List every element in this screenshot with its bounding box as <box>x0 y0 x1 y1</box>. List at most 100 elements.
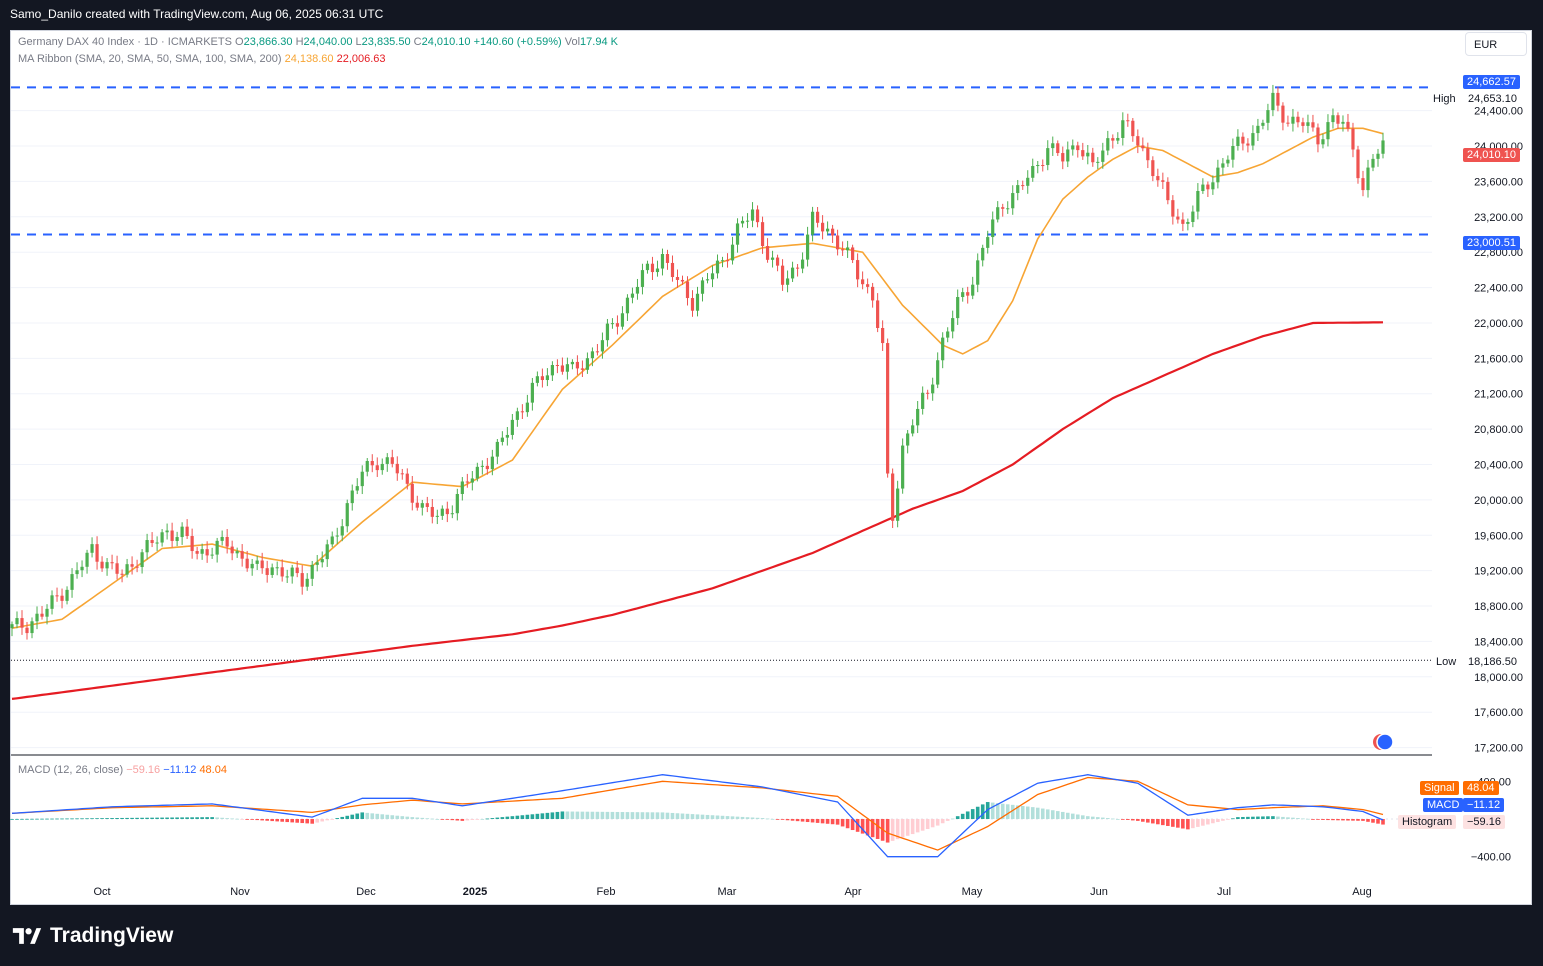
candle[interactable] <box>1096 157 1100 170</box>
candle[interactable] <box>981 244 985 267</box>
candle[interactable] <box>455 488 459 521</box>
candle[interactable] <box>680 275 685 285</box>
candle[interactable] <box>605 318 610 347</box>
candle[interactable] <box>675 269 680 288</box>
candle[interactable] <box>185 519 189 539</box>
candle[interactable] <box>200 543 204 560</box>
candle[interactable] <box>1111 134 1115 149</box>
candle[interactable] <box>1321 133 1325 149</box>
candle[interactable] <box>330 531 334 548</box>
chart-panel[interactable] <box>10 30 1532 905</box>
candle[interactable] <box>745 213 750 229</box>
candle[interactable] <box>1081 142 1085 160</box>
candle[interactable] <box>1346 113 1350 132</box>
candle[interactable] <box>785 270 790 293</box>
candle[interactable] <box>495 439 499 465</box>
candle[interactable] <box>906 430 910 454</box>
candle[interactable] <box>871 282 875 308</box>
candle[interactable] <box>30 617 34 639</box>
candle[interactable] <box>1216 159 1220 189</box>
candle[interactable] <box>650 256 655 280</box>
candle[interactable] <box>65 586 69 605</box>
candle[interactable] <box>951 310 955 339</box>
candle[interactable] <box>1361 170 1365 197</box>
candle[interactable] <box>881 320 885 352</box>
candle[interactable] <box>780 259 785 291</box>
events-icon[interactable] <box>1371 732 1401 752</box>
candle[interactable] <box>1121 112 1125 146</box>
candle[interactable] <box>1276 86 1280 112</box>
candle[interactable] <box>345 499 349 533</box>
candle[interactable] <box>911 419 915 437</box>
candle[interactable] <box>275 561 279 576</box>
candle[interactable] <box>180 522 184 545</box>
candle[interactable] <box>685 276 690 306</box>
candle[interactable] <box>750 202 755 228</box>
candle[interactable] <box>400 468 404 480</box>
candle[interactable] <box>1256 118 1260 142</box>
candle[interactable] <box>966 286 970 304</box>
candle[interactable] <box>1316 123 1320 153</box>
candle[interactable] <box>815 207 820 228</box>
candle[interactable] <box>620 306 625 330</box>
candle[interactable] <box>730 236 735 265</box>
candle[interactable] <box>120 569 124 583</box>
ma-fast-line[interactable] <box>11 127 1384 629</box>
candle[interactable] <box>1076 141 1080 158</box>
candle[interactable] <box>530 377 534 411</box>
candle[interactable] <box>20 610 24 635</box>
candle[interactable] <box>600 332 605 359</box>
candle[interactable] <box>1251 125 1255 151</box>
candle[interactable] <box>765 238 770 263</box>
candle[interactable] <box>1271 84 1275 117</box>
candle[interactable] <box>575 355 580 375</box>
signal-line[interactable] <box>11 776 1384 851</box>
candle[interactable] <box>265 560 269 583</box>
candle[interactable] <box>280 559 284 582</box>
candle[interactable] <box>1366 159 1370 198</box>
candle[interactable] <box>630 287 635 304</box>
candle[interactable] <box>1286 115 1290 127</box>
candle[interactable] <box>365 458 369 477</box>
candle[interactable] <box>420 499 424 516</box>
candle[interactable] <box>705 273 710 284</box>
candle[interactable] <box>1011 185 1015 215</box>
candle[interactable] <box>425 496 429 513</box>
candle[interactable] <box>565 357 570 380</box>
candle[interactable] <box>225 528 229 554</box>
candle[interactable] <box>775 254 780 272</box>
candle[interactable] <box>625 294 630 321</box>
candle[interactable] <box>270 563 274 578</box>
candle[interactable] <box>170 522 174 548</box>
candle[interactable] <box>1016 179 1020 201</box>
candle[interactable] <box>35 606 39 630</box>
candle[interactable] <box>1196 183 1200 220</box>
candle[interactable] <box>10 621 14 637</box>
symbol-name[interactable]: Germany DAX 40 Index · 1D · ICMARKETS <box>18 36 232 48</box>
candle[interactable] <box>1006 201 1010 214</box>
candle[interactable] <box>695 286 700 317</box>
candle[interactable] <box>1051 136 1055 156</box>
candle[interactable] <box>846 240 850 258</box>
candle[interactable] <box>615 315 620 335</box>
candle[interactable] <box>85 549 89 574</box>
candle[interactable] <box>140 549 144 574</box>
candle[interactable] <box>1131 118 1135 142</box>
candle[interactable] <box>820 215 825 240</box>
candle[interactable] <box>1116 132 1120 145</box>
candle[interactable] <box>245 550 249 572</box>
footer-brand[interactable]: TradingView <box>12 924 173 948</box>
candle[interactable] <box>1326 114 1330 147</box>
candle[interactable] <box>445 501 449 523</box>
candle[interactable] <box>971 276 975 300</box>
candle[interactable] <box>440 505 444 520</box>
candle[interactable] <box>795 264 800 277</box>
candle[interactable] <box>540 368 544 388</box>
candle[interactable] <box>405 468 409 490</box>
candle[interactable] <box>1226 155 1230 167</box>
candle[interactable] <box>1141 137 1145 152</box>
candle[interactable] <box>1211 175 1215 195</box>
candle[interactable] <box>1356 145 1360 184</box>
candle[interactable] <box>195 546 199 560</box>
candle[interactable] <box>946 327 950 343</box>
